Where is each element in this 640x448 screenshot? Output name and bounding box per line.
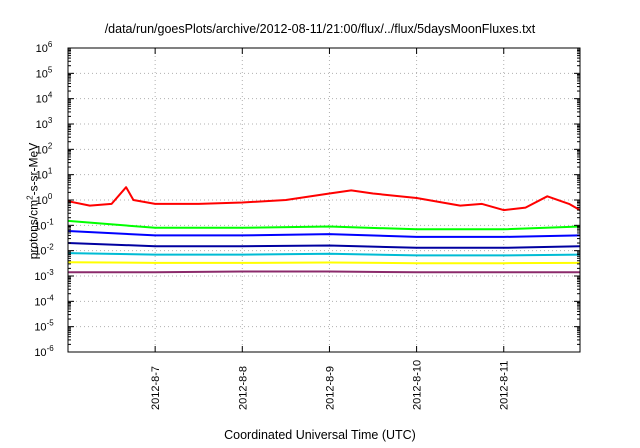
x-tick-label: 2012-8-11 [499, 361, 511, 410]
series-line-5 [67, 252, 581, 257]
y-tick-label: 105 [36, 65, 53, 80]
x-tick-label: 2012-8-7 [150, 366, 162, 410]
y-axis-label-suffix: -s-sr-MeV [26, 142, 41, 196]
y-tick-label: 103 [36, 116, 53, 131]
y-tick-label: 10-6 [34, 344, 54, 359]
x-axis-label: Coordinated Universal Time (UTC) [224, 428, 416, 442]
series-line-4 [67, 242, 581, 249]
series-line-1 [67, 186, 581, 212]
y-tick-label: 10-4 [34, 293, 54, 308]
grid-lines [68, 48, 580, 352]
series-line-2 [67, 219, 581, 231]
axis-ticks [68, 47, 580, 353]
y-tick-label: 10-5 [34, 319, 54, 334]
y-tick-label: 10-3 [34, 268, 54, 283]
series-line-6 [67, 261, 581, 265]
x-tick-label: 2012-8-8 [237, 366, 249, 410]
y-tick-label: 104 [36, 91, 53, 106]
y-axis-label-sup: 2 [25, 195, 35, 200]
x-tick-label: 2012-8-10 [412, 360, 424, 410]
series-line-7 [68, 270, 580, 274]
x-tick-label: 2012-8-9 [324, 366, 336, 410]
y-axis-label-prefix: protons/cm [26, 199, 41, 260]
chart-title: /data/run/goesPlots/archive/2012-08-11/2… [104, 22, 536, 36]
y-axis-label: protons/cm2-s-sr-MeV [26, 143, 41, 259]
series-lines [67, 186, 581, 274]
series-line-3 [67, 230, 581, 238]
y-tick-label: 106 [36, 40, 53, 55]
